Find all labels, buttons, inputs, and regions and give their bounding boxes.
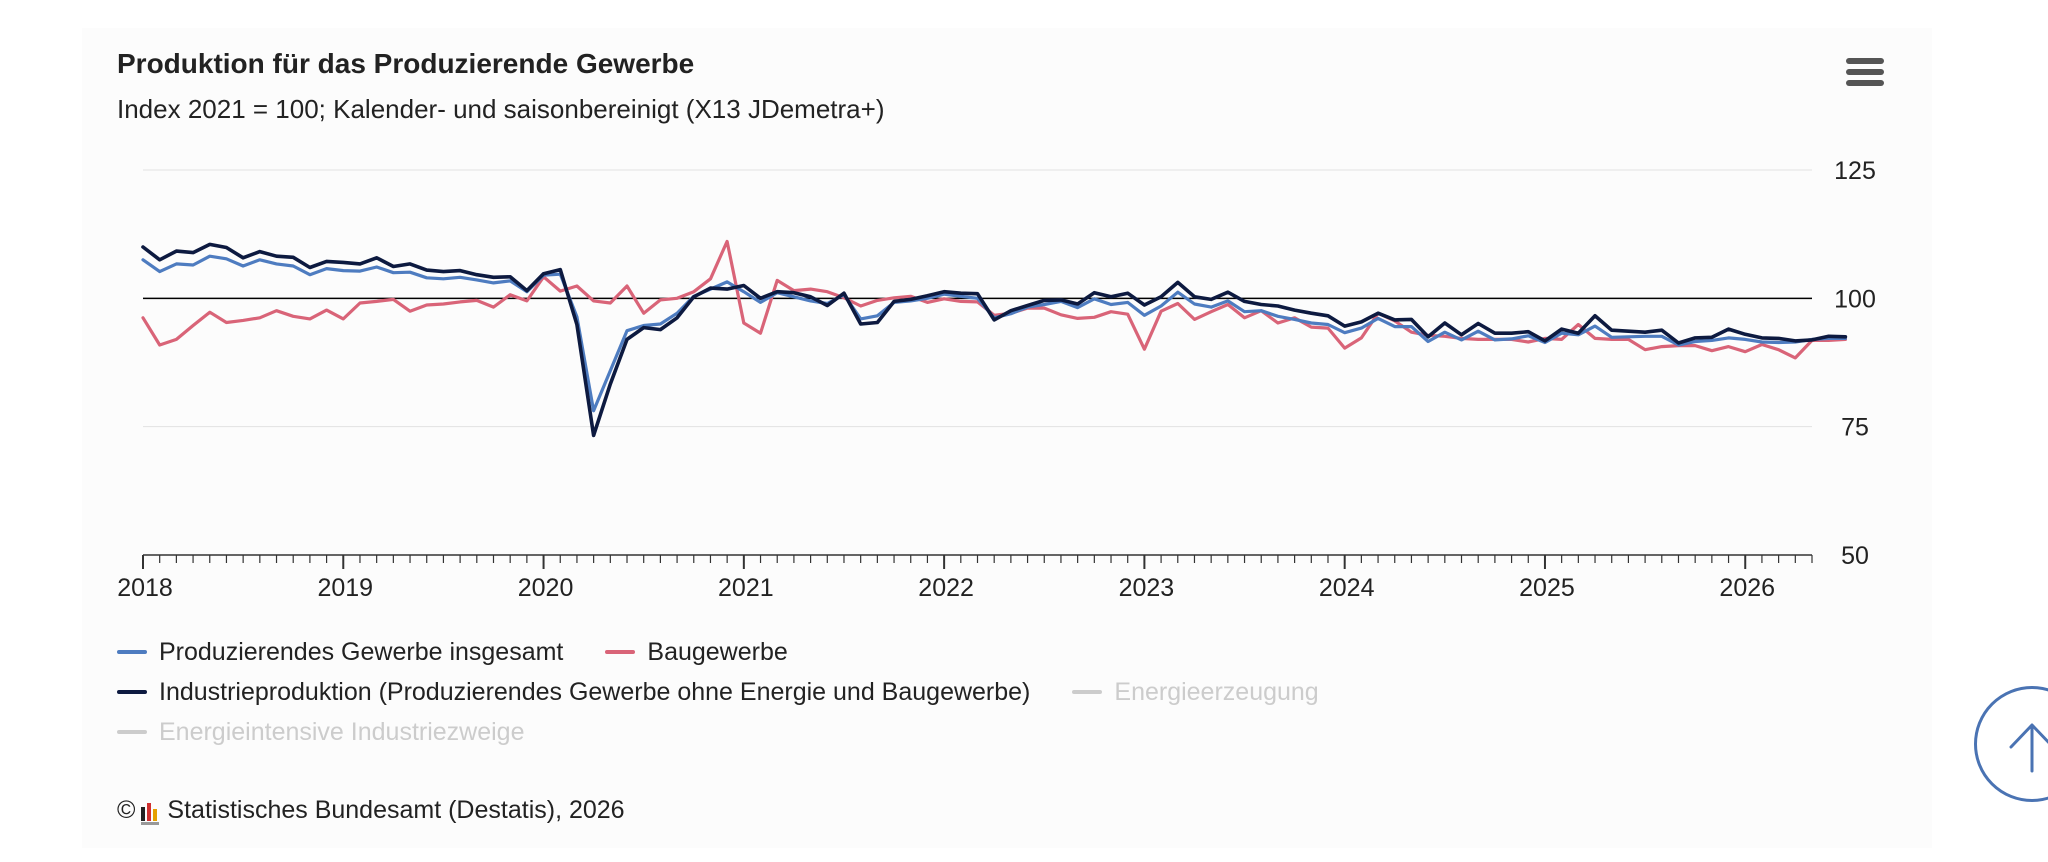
legend-item-energieerzeugung[interactable]: Energieerzeugung (1072, 677, 1319, 707)
destatis-logo-icon (141, 801, 160, 825)
legend-item-produzierendes-gewerbe[interactable]: Produzierendes Gewerbe insgesamt (117, 638, 563, 667)
menu-bar (1846, 69, 1884, 75)
chart-subtitle: Index 2021 = 100; Kalender- und saisonbe… (117, 94, 885, 124)
x-tick-label: 2019 (317, 574, 373, 602)
chart-panel (82, 28, 1932, 848)
legend-swatch (605, 650, 636, 654)
scroll-to-top-button[interactable] (1974, 686, 2048, 802)
copyright-symbol: © (117, 796, 136, 824)
legend-swatch (117, 650, 147, 654)
arrow-up-icon (2009, 723, 2048, 773)
series-line-1 (141, 239, 1848, 360)
y-tick-label: 75 (1841, 414, 1869, 442)
x-tick-label: 2026 (1719, 574, 1775, 602)
legend-label: Baugewerbe (647, 637, 788, 666)
series-layer (141, 239, 1848, 438)
x-tick-label: 2022 (918, 574, 974, 602)
x-tick-label: 2024 (1319, 574, 1375, 602)
legend-item-energieintensive-industriezweige[interactable]: Energieintensive Industriezweige (117, 718, 525, 747)
line-chart: 2018 2019 2020 2021 2022 2023 2024 2025 2026 50 7… (117, 157, 1876, 602)
legend-swatch (117, 730, 147, 734)
x-tick-label: 2018 (117, 574, 173, 602)
chart-credits: © Statistisches Bundesamt (Destatis), 20… (117, 796, 625, 825)
series-line-2 (141, 242, 1848, 438)
menu-bar (1846, 80, 1884, 86)
legend-row: Produzierendes Gewerbe insgesamt Baugewe… (117, 632, 1417, 672)
legend-item-industrieproduktion[interactable]: Industrieproduktion (Produzierendes Gewe… (117, 678, 1030, 707)
x-tick-label: 2020 (518, 574, 574, 602)
chart-title: Produktion für das Produzierende Gewerbe (117, 48, 695, 79)
x-tick-label: 2021 (718, 574, 774, 602)
hamburger-menu-icon[interactable] (1846, 58, 1884, 92)
y-axis: 50 75 100 125 (1834, 157, 1876, 570)
legend-label: Energieintensive Industriezweige (159, 717, 525, 746)
legend-row: Energieintensive Industriezweige (117, 712, 1417, 752)
menu-bar (1846, 58, 1884, 64)
credits-text: Statistisches Bundesamt (Destatis), 2026 (167, 796, 625, 824)
y-tick-label: 50 (1841, 542, 1869, 570)
legend-swatch (117, 690, 147, 694)
x-axis: 2018 2019 2020 2021 2022 2023 2024 2025 2026 (117, 554, 1813, 602)
legend-label: Produzierendes Gewerbe insgesamt (159, 637, 564, 666)
legend-swatch (1072, 690, 1103, 694)
legend-item-baugewerbe[interactable]: Baugewerbe (605, 637, 788, 667)
x-tick-label: 2025 (1519, 574, 1575, 602)
x-tick-label: 2023 (1119, 574, 1175, 602)
y-tick-label: 100 (1834, 285, 1876, 313)
chart-legend: Produzierendes Gewerbe insgesamt Baugewe… (117, 632, 1417, 752)
legend-row: Industrieproduktion (Produzierendes Gewe… (117, 672, 1417, 712)
legend-label: Energieerzeugung (1114, 677, 1319, 706)
legend-label: Industrieproduktion (Produzierendes Gewe… (159, 677, 1031, 706)
y-tick-label: 125 (1834, 157, 1876, 185)
